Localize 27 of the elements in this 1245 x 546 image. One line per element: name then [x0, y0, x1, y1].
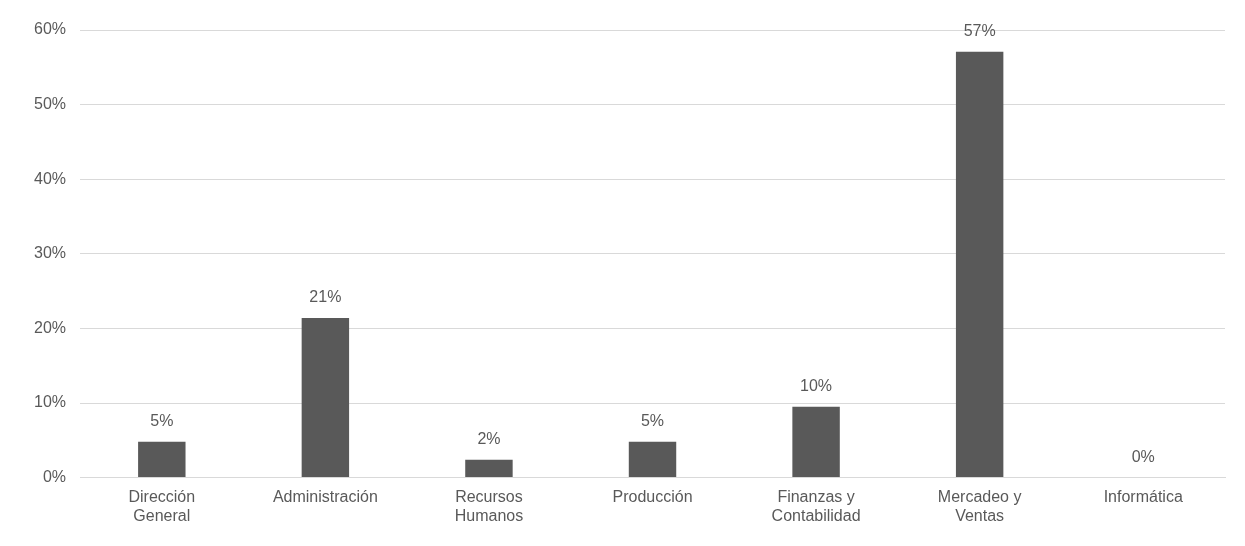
y-tick-label: 60% [33, 20, 67, 38]
data-label: 5% [150, 412, 174, 430]
y-tick-label: 0% [42, 468, 67, 486]
x-tick-label: Administración [272, 487, 378, 505]
bar [465, 459, 513, 478]
x-tick-label: Finanzas y Contabilidad [771, 487, 861, 524]
x-tick-label: Mercadeo y Ventas [937, 487, 1022, 524]
data-label: 5% [640, 412, 665, 430]
bar [138, 441, 186, 478]
bar [301, 317, 350, 478]
bar [792, 406, 840, 478]
y-tick-label: 20% [33, 318, 67, 336]
y-tick-label: 10% [33, 393, 67, 411]
bar [628, 441, 677, 478]
y-tick-label: 30% [33, 244, 67, 262]
bar [955, 51, 1004, 478]
y-tick-label: 50% [33, 95, 67, 113]
x-tick-label: Producción [612, 487, 693, 505]
data-label: 21% [309, 288, 342, 306]
data-label: 0% [1131, 448, 1155, 466]
x-tick-label: Recursos Humanos [454, 487, 524, 524]
x-tick-label: Informática [1103, 487, 1183, 505]
y-tick-label: 40% [33, 169, 67, 187]
x-tick-label: Dirección General [128, 487, 196, 524]
data-label: 2% [477, 430, 501, 448]
data-label: 57% [963, 22, 996, 40]
data-label: 10% [800, 377, 833, 395]
